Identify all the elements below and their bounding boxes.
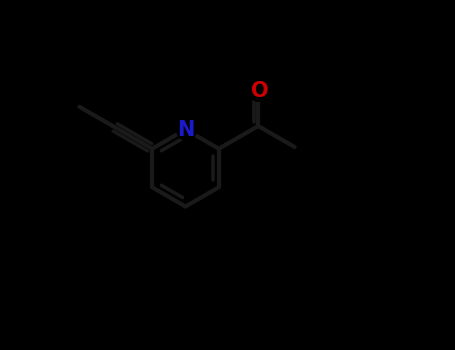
- Text: O: O: [251, 81, 269, 101]
- Text: N: N: [177, 119, 194, 140]
